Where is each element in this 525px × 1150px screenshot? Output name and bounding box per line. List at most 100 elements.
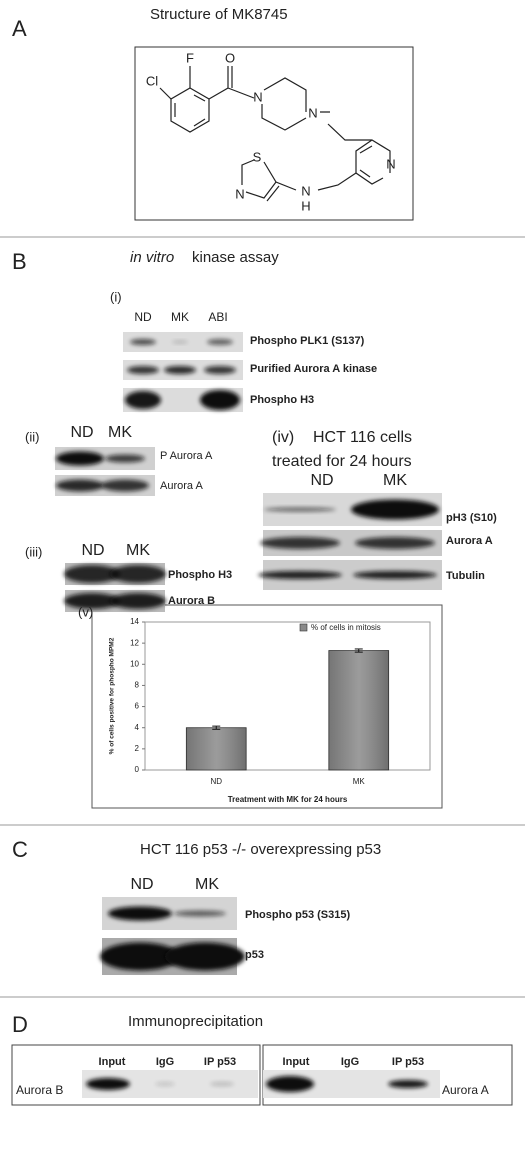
blot-label: P Aurora A <box>160 450 213 462</box>
structure-box <box>134 46 414 221</box>
atom-label: N <box>386 156 395 171</box>
band <box>110 565 166 583</box>
y-tick-label: 2 <box>135 744 140 753</box>
structure-bonds <box>159 66 391 202</box>
band <box>172 340 188 344</box>
band <box>204 366 236 374</box>
band <box>353 571 437 579</box>
atom-label: N <box>253 89 262 104</box>
atom-label: N <box>308 105 317 120</box>
band <box>105 454 145 463</box>
legend-swatch <box>299 623 308 632</box>
ip-box <box>11 1044 261 1106</box>
sub-title: HCT 116 cells <box>313 429 412 446</box>
lane-label: IP p53 <box>392 1056 424 1068</box>
panel-letter: A <box>12 16 27 41</box>
legend-label: % of cells in mitosis <box>311 623 381 632</box>
lane-label: IgG <box>341 1056 359 1068</box>
band <box>174 910 226 917</box>
blot-label: Aurora A <box>442 1083 489 1097</box>
band <box>155 1082 175 1086</box>
y-tick-label: 14 <box>130 617 139 626</box>
lane-label: ND <box>134 310 152 324</box>
band <box>264 507 336 512</box>
panel-title: in vitro <box>130 249 174 266</box>
blot-label: p53 <box>245 949 264 961</box>
blot-label: Phospho H3 <box>250 394 314 406</box>
lane-label: MK <box>126 542 150 559</box>
panel-letter: C <box>12 837 28 862</box>
plot-area <box>144 621 431 771</box>
x-tick-label: MK <box>353 777 366 786</box>
lane-label: ND <box>130 876 153 893</box>
y-tick-label: 0 <box>135 765 140 774</box>
y-tick-label: 10 <box>130 659 139 668</box>
atom-label: O <box>225 50 235 65</box>
atom-label: S <box>253 149 262 164</box>
y-axis-label: % of cells positive for phospho MPM2 <box>109 637 116 754</box>
lane-label: MK <box>171 310 189 324</box>
band <box>355 537 435 549</box>
y-tick-label: 4 <box>135 723 140 732</box>
band <box>200 390 240 410</box>
lane-label: Input <box>99 1056 126 1068</box>
band <box>266 1076 314 1092</box>
x-axis-label: Treatment with MK for 24 hours <box>228 795 348 804</box>
error-bar <box>354 648 363 653</box>
atom-label: N <box>235 186 244 201</box>
blot-label: Phospho H3 <box>168 569 232 581</box>
panel-title: Structure of MK8745 <box>150 6 288 23</box>
lane-label: Input <box>283 1056 310 1068</box>
atom-label: Cl <box>146 73 158 88</box>
lane-label: ABI <box>208 310 227 324</box>
y-tick-label: 8 <box>135 681 140 690</box>
x-tick-label: ND <box>210 777 222 786</box>
blot-label: Aurora A <box>446 535 493 547</box>
y-tick-label: 12 <box>130 638 139 647</box>
panel-title: HCT 116 p53 -/- overexpressing p53 <box>140 841 381 858</box>
band <box>260 537 340 549</box>
band <box>64 565 120 583</box>
band <box>258 571 342 579</box>
blot-label: pH3 (S10) <box>446 512 497 524</box>
lane-label: ND <box>81 542 104 559</box>
panel-title: Immunoprecipitation <box>128 1013 263 1030</box>
lane-label: MK <box>383 472 407 489</box>
blot-label: Tubulin <box>446 570 485 582</box>
panel-letter: D <box>12 1012 28 1037</box>
band <box>125 391 161 409</box>
band <box>64 593 120 609</box>
lane-label: IP p53 <box>204 1056 236 1068</box>
error-bar <box>212 725 221 730</box>
band <box>388 1080 428 1088</box>
y-tick-label: 6 <box>135 702 140 711</box>
blot-label: Purified Aurora A kinase <box>250 363 377 375</box>
sub-label: (iv) <box>272 429 294 446</box>
band <box>351 499 439 520</box>
band <box>86 1078 130 1090</box>
band <box>101 479 149 492</box>
bar-shade <box>186 727 247 770</box>
atom-label: N <box>301 183 310 198</box>
band <box>56 451 104 466</box>
band <box>56 479 104 492</box>
band <box>108 906 172 921</box>
band <box>210 1082 234 1086</box>
lane-label: ND <box>70 424 93 441</box>
band <box>164 366 196 374</box>
lane-label: IgG <box>156 1056 174 1068</box>
band <box>207 339 233 345</box>
band <box>165 942 245 971</box>
panel-letter: B <box>12 249 27 274</box>
panel-title: kinase assay <box>192 249 279 266</box>
atom-label: F <box>186 50 194 65</box>
band <box>127 366 159 374</box>
bar-shade <box>328 650 389 770</box>
sub-label: (iii) <box>25 544 42 559</box>
band <box>100 942 180 971</box>
sub-label: (ii) <box>25 429 39 444</box>
atom-label: H <box>301 198 310 213</box>
blot-label: Phospho p53 (S315) <box>245 909 350 921</box>
